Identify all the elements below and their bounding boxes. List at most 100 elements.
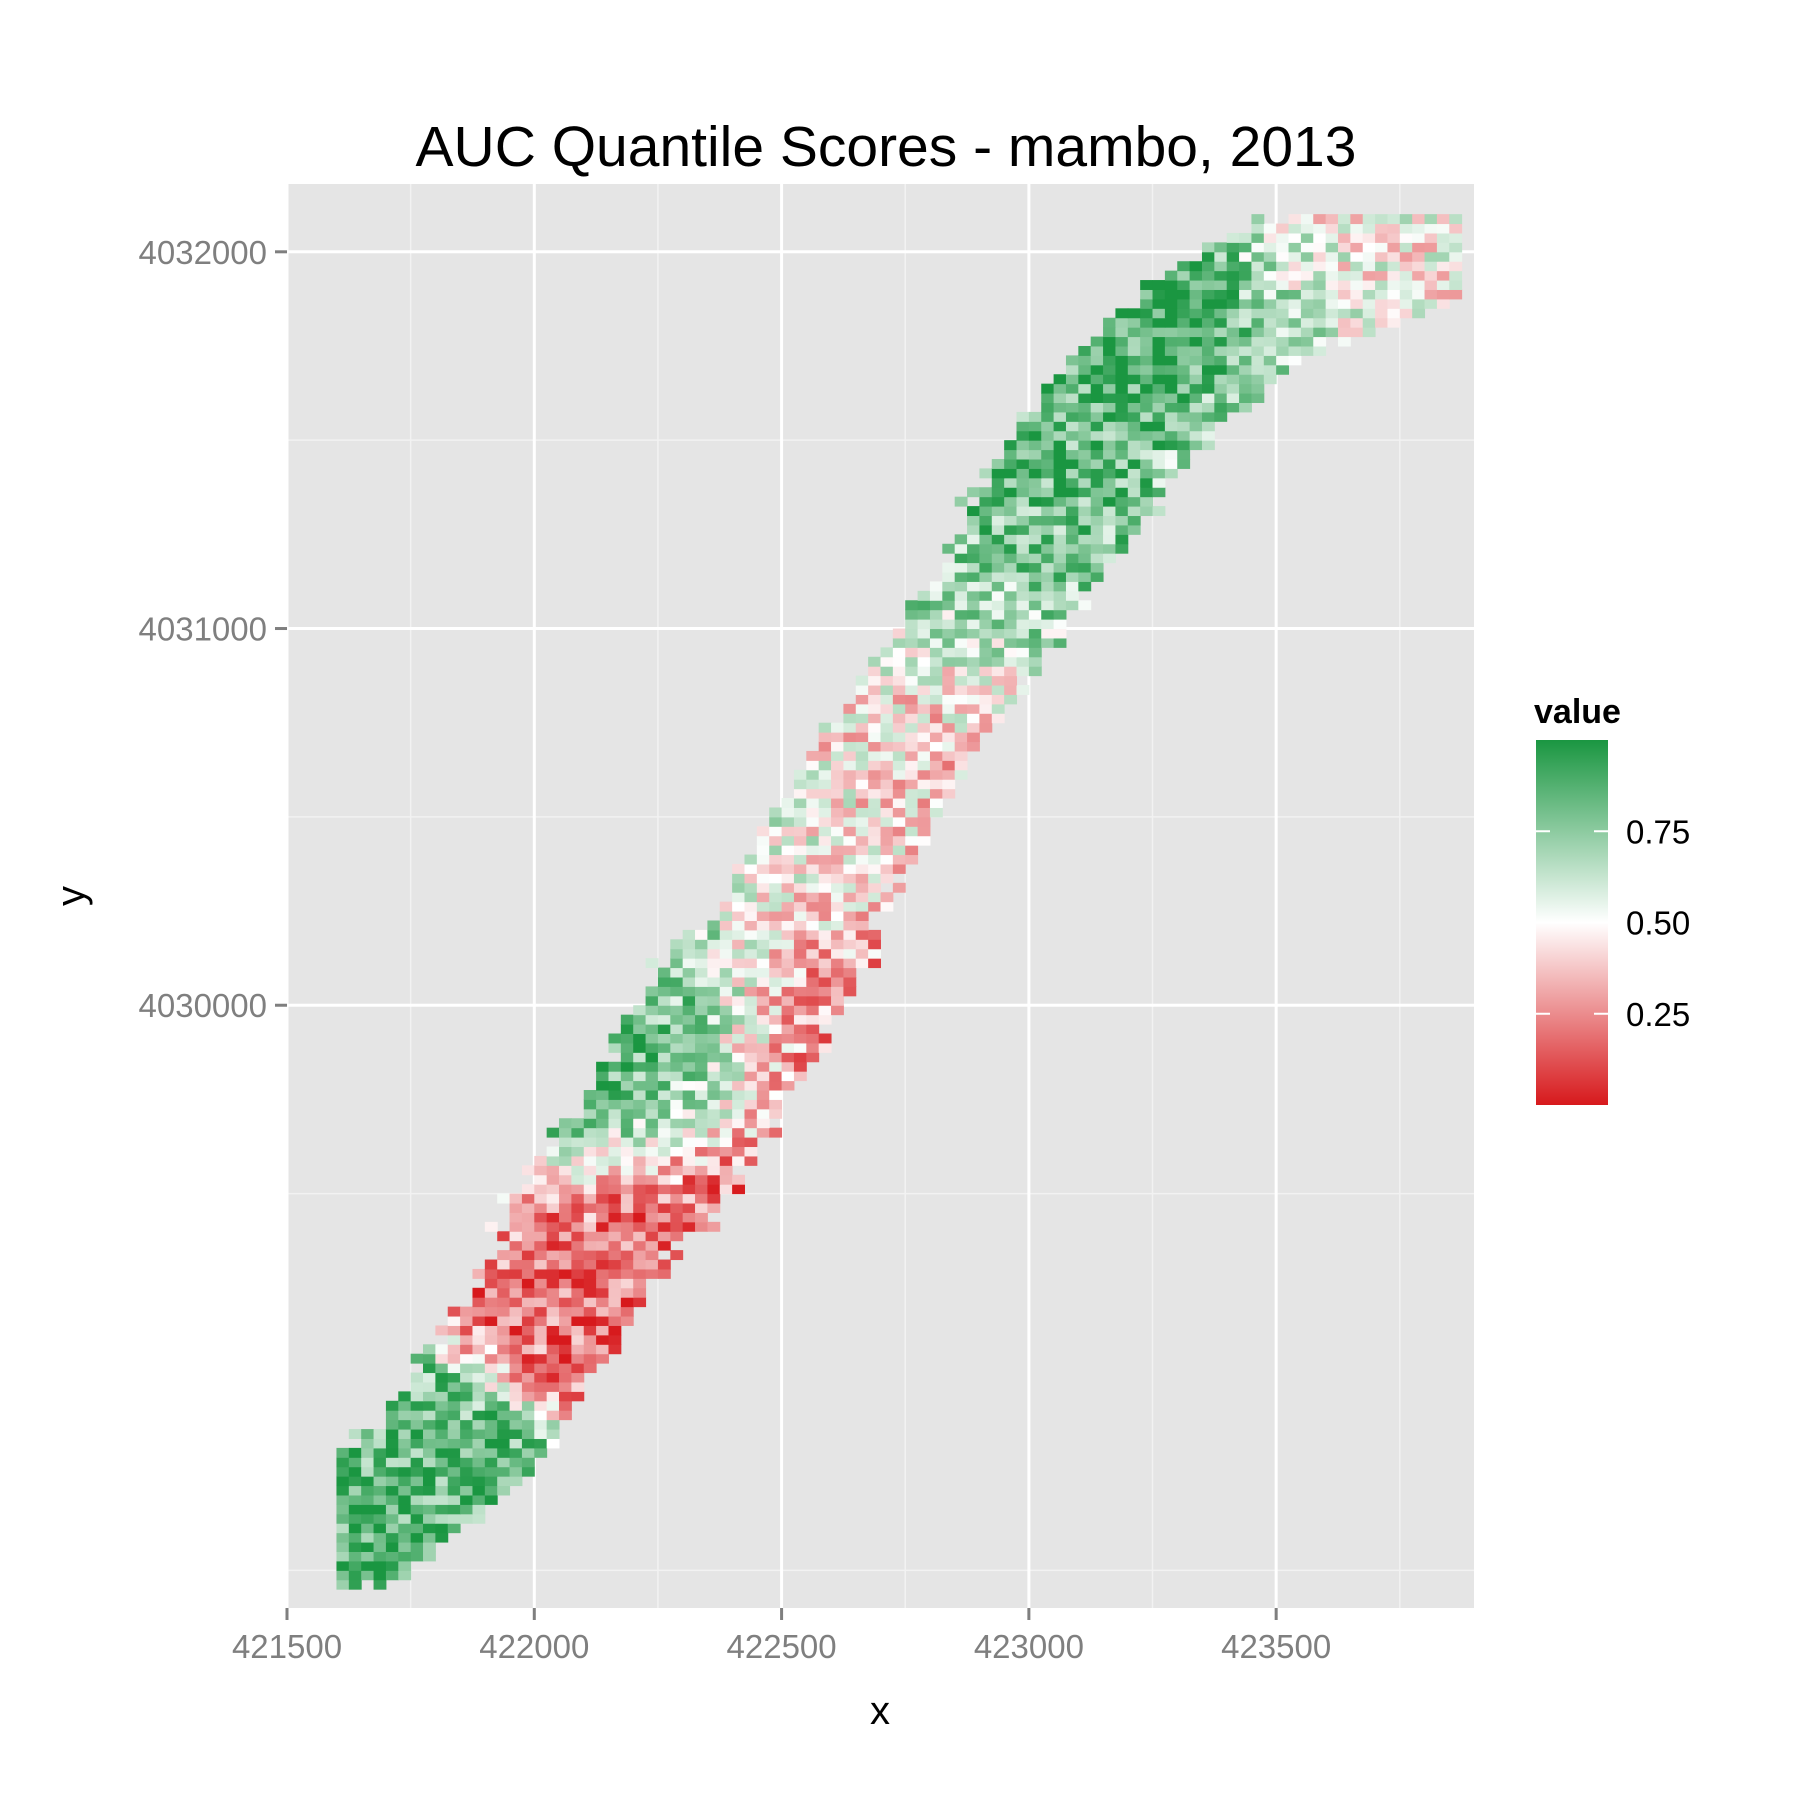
heatmap-cell — [695, 1090, 708, 1100]
heatmap-cell — [423, 1391, 436, 1402]
heatmap-cell — [670, 1231, 684, 1242]
heatmap-cell — [1004, 487, 1018, 498]
heatmap-cell — [942, 600, 956, 611]
heatmap-cell — [1263, 280, 1277, 290]
heatmap-cell — [905, 722, 919, 733]
heatmap-cell — [1078, 411, 1092, 422]
heatmap-cell — [509, 1278, 523, 1289]
heatmap-cell — [769, 901, 783, 912]
heatmap-cell — [497, 1259, 511, 1270]
heatmap-cell — [892, 741, 906, 752]
heatmap-cell — [929, 788, 943, 799]
heatmap-cell — [521, 1344, 535, 1355]
heatmap-cell — [719, 1024, 733, 1034]
heatmap-cell — [793, 948, 807, 959]
heatmap-cell — [756, 863, 770, 874]
heatmap-cell — [954, 732, 968, 743]
heatmap-cell — [695, 1127, 708, 1138]
heatmap-cell — [719, 1174, 733, 1185]
heatmap-cell — [806, 911, 820, 921]
heatmap-cell — [1152, 374, 1166, 385]
heatmap-cell — [1424, 289, 1438, 300]
heatmap-cell — [645, 1127, 659, 1138]
heatmap-cell — [1251, 242, 1265, 253]
heatmap-cell — [1028, 515, 1042, 526]
heatmap-cell — [1065, 468, 1079, 479]
heatmap-cell — [1177, 270, 1191, 281]
heatmap-cell — [559, 1344, 572, 1355]
heatmap-cell — [1103, 496, 1116, 507]
heatmap-cell — [695, 1080, 708, 1091]
heatmap-cell — [793, 911, 807, 921]
heatmap-cell — [1288, 327, 1302, 338]
heatmap-cell — [917, 694, 931, 705]
heatmap-cell — [398, 1391, 412, 1402]
heatmap-cell — [1362, 223, 1376, 234]
heatmap-cell — [1164, 374, 1178, 385]
heatmap-cell — [682, 1024, 696, 1034]
heatmap-cell — [1090, 336, 1104, 347]
heatmap-cell — [521, 1297, 535, 1308]
heatmap-cell — [806, 1033, 820, 1044]
heatmap-cell — [880, 713, 894, 724]
heatmap-cell — [1239, 289, 1252, 300]
heatmap-cell — [769, 863, 783, 874]
heatmap-cell — [608, 1099, 622, 1110]
heatmap-cell — [534, 1381, 548, 1392]
heatmap-cell — [620, 1033, 634, 1044]
heatmap-cell — [1041, 393, 1055, 403]
heatmap-cell — [868, 863, 881, 874]
heatmap-cell — [509, 1363, 523, 1374]
heatmap-cell — [1053, 562, 1067, 573]
heatmap-cell — [596, 1268, 609, 1279]
heatmap-cell — [1214, 364, 1228, 375]
heatmap-cell — [497, 1410, 511, 1421]
heatmap-cell — [917, 788, 931, 799]
heatmap-cell — [843, 807, 857, 818]
heatmap-cell — [905, 685, 919, 695]
heatmap-cell — [1337, 308, 1351, 319]
heatmap-cell — [373, 1504, 387, 1515]
heatmap-cell — [620, 1306, 634, 1317]
heatmap-cell — [559, 1297, 572, 1308]
heatmap-cell — [1028, 430, 1042, 441]
heatmap-cell — [682, 1221, 696, 1232]
heatmap-cell — [1449, 280, 1463, 290]
heatmap-cell — [509, 1457, 523, 1468]
heatmap-cell — [781, 798, 795, 808]
heatmap-cell — [1412, 214, 1426, 225]
heatmap-cell — [954, 647, 968, 658]
heatmap-cell — [929, 732, 943, 743]
heatmap-cell — [670, 1080, 684, 1091]
heatmap-cell — [596, 1250, 609, 1261]
heatmap-cell — [732, 901, 745, 912]
heatmap-cell — [336, 1513, 350, 1524]
heatmap-cell — [1325, 251, 1339, 262]
heatmap-cell — [1016, 524, 1030, 535]
heatmap-cell — [1263, 251, 1277, 262]
heatmap-cell — [793, 769, 807, 780]
heatmap-cell — [1115, 355, 1129, 366]
heatmap-cell — [608, 1080, 622, 1091]
heatmap-cell — [608, 1287, 622, 1298]
heatmap-cell — [1078, 459, 1092, 469]
heatmap-cell — [682, 929, 696, 940]
heatmap-cell — [781, 986, 795, 997]
heatmap-cell — [695, 1099, 708, 1110]
heatmap-cell — [1201, 242, 1215, 253]
heatmap-cell — [472, 1457, 486, 1468]
heatmap-cell — [497, 1400, 511, 1411]
heatmap-cell — [1226, 270, 1240, 281]
heatmap-cell — [1053, 477, 1067, 488]
heatmap-cell — [447, 1485, 461, 1496]
heatmap-cell — [929, 703, 943, 714]
heatmap-cell — [1053, 524, 1067, 535]
heatmap-cell — [831, 854, 844, 865]
x-axis: 421500 422000 422500 423000 423500 — [232, 1608, 1331, 1665]
heatmap-cell — [398, 1504, 412, 1515]
heatmap-cell — [1004, 590, 1018, 601]
heatmap-cell — [781, 911, 795, 921]
heatmap-cell — [1078, 553, 1092, 564]
heatmap-cell — [645, 986, 659, 997]
heatmap-cell — [645, 1118, 659, 1129]
